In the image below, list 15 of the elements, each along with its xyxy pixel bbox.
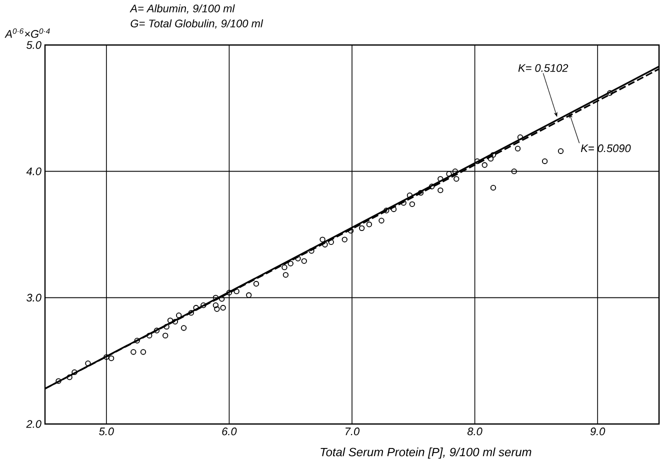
text: G= Total Globulin, 9/100 ml [130, 19, 264, 29]
y-tick-label: 2.0 [26, 420, 42, 428]
x-axis-title: Total Serum Protein [P], 9/100 ml serum [320, 448, 532, 459]
x-tick-label: 5.0 [99, 428, 114, 436]
annotation: K= 0.5090 [580, 144, 631, 152]
x-tick-label: 9.0 [590, 428, 606, 436]
y-axis-title: A$^{0·6}$×G$^{0·4}$ [4, 28, 50, 38]
annotation: K= 0.5102 [518, 64, 568, 72]
y-tick-label: 3.0 [26, 294, 42, 302]
text: A= Albumin, 9/100 ml [130, 4, 235, 14]
y-tick-label: 5.0 [26, 41, 42, 49]
x-tick-label: 7.0 [346, 428, 360, 436]
x-tick-label: 6.0 [222, 428, 237, 436]
y-tick-label: 4.0 [26, 167, 42, 176]
x-tick-label: 8.0 [467, 428, 482, 436]
